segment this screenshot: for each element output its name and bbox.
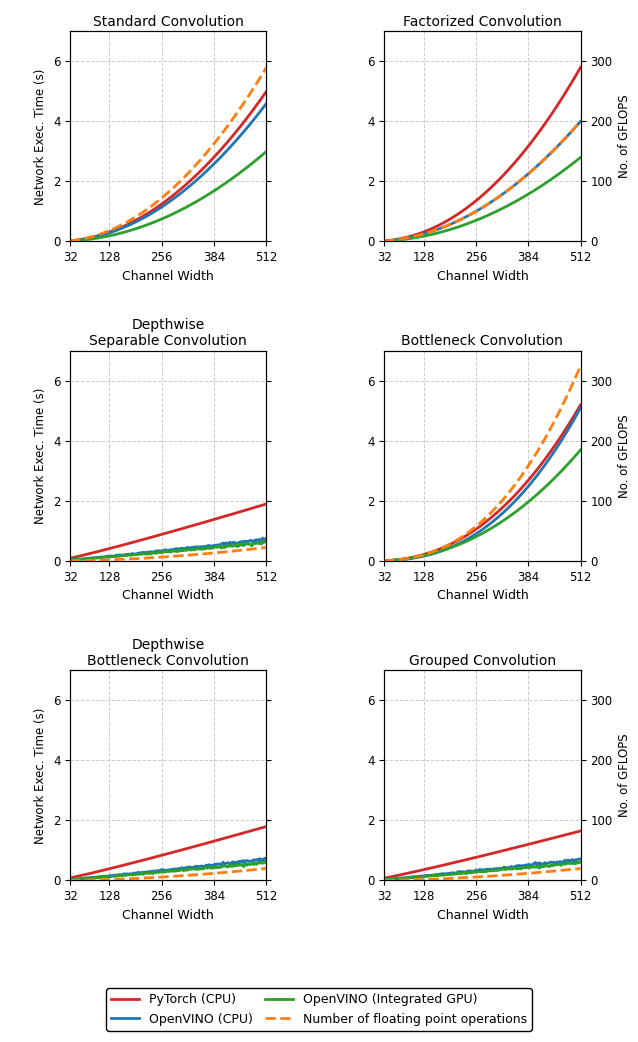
X-axis label: Channel Width: Channel Width bbox=[436, 270, 528, 282]
Title: Depthwise
Separable Convolution: Depthwise Separable Convolution bbox=[89, 318, 247, 348]
X-axis label: Channel Width: Channel Width bbox=[436, 909, 528, 922]
Title: Depthwise
Bottleneck Convolution: Depthwise Bottleneck Convolution bbox=[87, 638, 249, 668]
Y-axis label: Network Exec. Time (s): Network Exec. Time (s) bbox=[34, 388, 47, 524]
Legend: PyTorch (CPU), OpenVINO (CPU), OpenVINO (Integrated GPU), Number of floating poi: PyTorch (CPU), OpenVINO (CPU), OpenVINO … bbox=[107, 988, 531, 1031]
Y-axis label: Network Exec. Time (s): Network Exec. Time (s) bbox=[34, 708, 47, 844]
Title: Factorized Convolution: Factorized Convolution bbox=[403, 15, 562, 29]
X-axis label: Channel Width: Channel Width bbox=[122, 590, 214, 602]
Y-axis label: No. of GFLOPS: No. of GFLOPS bbox=[618, 414, 631, 498]
X-axis label: Channel Width: Channel Width bbox=[122, 909, 214, 922]
Y-axis label: No. of GFLOPS: No. of GFLOPS bbox=[618, 734, 631, 817]
Y-axis label: Network Exec. Time (s): Network Exec. Time (s) bbox=[34, 68, 47, 204]
X-axis label: Channel Width: Channel Width bbox=[122, 270, 214, 282]
Title: Bottleneck Convolution: Bottleneck Convolution bbox=[401, 334, 563, 348]
X-axis label: Channel Width: Channel Width bbox=[436, 590, 528, 602]
Title: Standard Convolution: Standard Convolution bbox=[93, 15, 244, 29]
Y-axis label: No. of GFLOPS: No. of GFLOPS bbox=[618, 95, 631, 178]
Title: Grouped Convolution: Grouped Convolution bbox=[409, 653, 556, 668]
